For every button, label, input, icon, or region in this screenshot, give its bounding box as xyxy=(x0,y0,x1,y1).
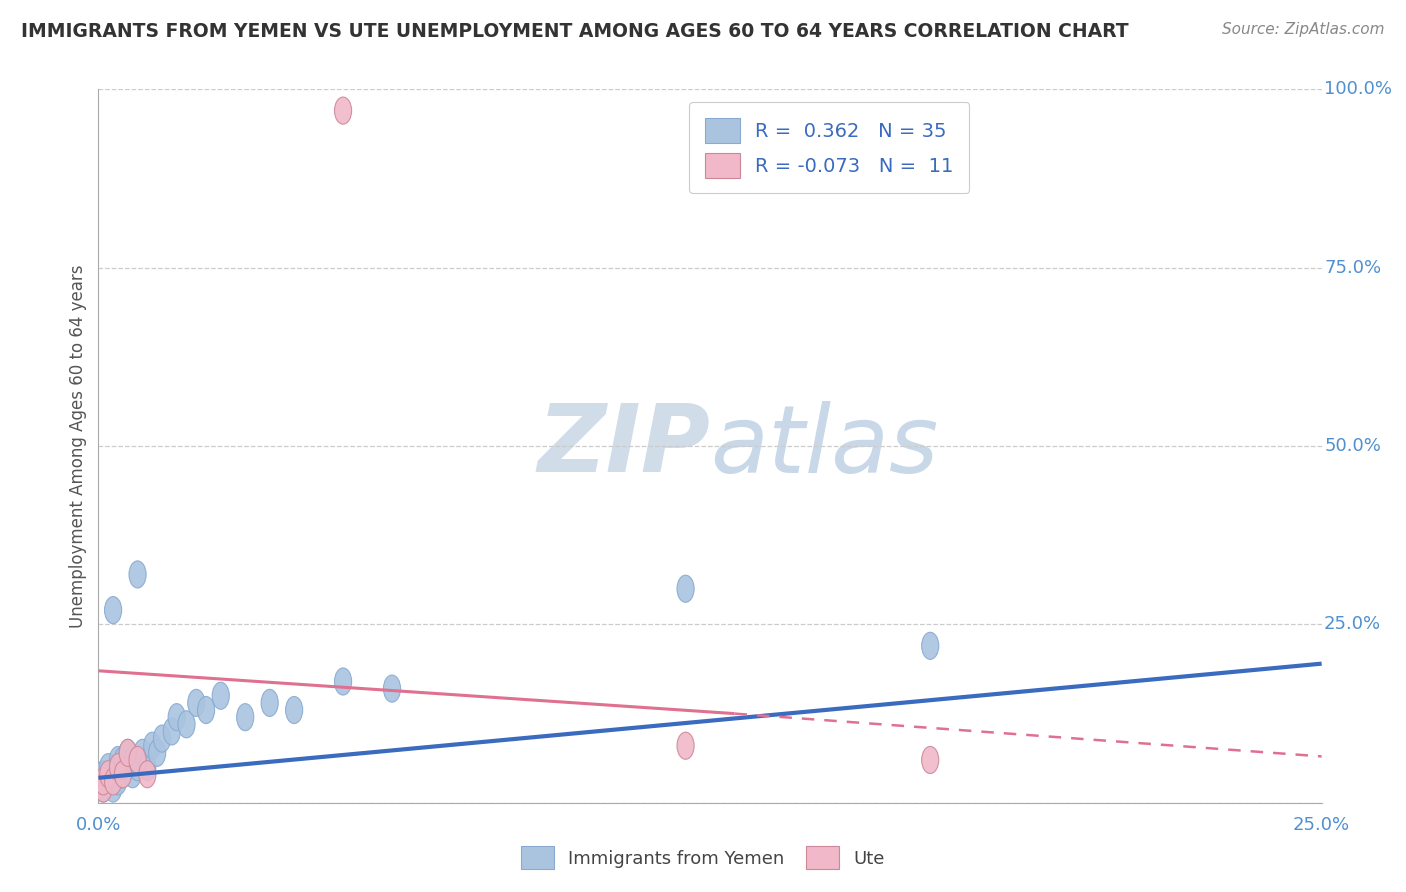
Ellipse shape xyxy=(124,747,141,773)
Legend: Immigrants from Yemen, Ute: Immigrants from Yemen, Ute xyxy=(512,838,894,879)
Ellipse shape xyxy=(139,761,156,788)
Ellipse shape xyxy=(262,690,278,716)
Ellipse shape xyxy=(114,747,131,773)
Text: 25.0%: 25.0% xyxy=(1324,615,1381,633)
Ellipse shape xyxy=(212,682,229,709)
Ellipse shape xyxy=(335,97,352,124)
Ellipse shape xyxy=(134,739,150,766)
Ellipse shape xyxy=(678,575,695,602)
Ellipse shape xyxy=(100,754,117,780)
Ellipse shape xyxy=(163,718,180,745)
Ellipse shape xyxy=(104,597,122,624)
Ellipse shape xyxy=(922,632,939,659)
Ellipse shape xyxy=(153,725,170,752)
Ellipse shape xyxy=(110,768,127,795)
Ellipse shape xyxy=(104,768,122,795)
Ellipse shape xyxy=(114,761,131,788)
Ellipse shape xyxy=(104,761,122,788)
Ellipse shape xyxy=(94,775,112,802)
Ellipse shape xyxy=(94,775,112,802)
Y-axis label: Unemployment Among Ages 60 to 64 years: Unemployment Among Ages 60 to 64 years xyxy=(69,264,87,628)
Ellipse shape xyxy=(384,675,401,702)
Text: 75.0%: 75.0% xyxy=(1324,259,1381,277)
Ellipse shape xyxy=(678,732,695,759)
Ellipse shape xyxy=(120,739,136,766)
Ellipse shape xyxy=(104,775,122,802)
Text: Source: ZipAtlas.com: Source: ZipAtlas.com xyxy=(1222,22,1385,37)
Text: ZIP: ZIP xyxy=(537,400,710,492)
Ellipse shape xyxy=(120,754,136,780)
Ellipse shape xyxy=(110,747,127,773)
Text: 100.0%: 100.0% xyxy=(1324,80,1392,98)
Ellipse shape xyxy=(169,704,186,731)
Legend: R =  0.362   N = 35, R = -0.073   N =  11: R = 0.362 N = 35, R = -0.073 N = 11 xyxy=(689,103,969,194)
Ellipse shape xyxy=(129,747,146,773)
Ellipse shape xyxy=(188,690,205,716)
Ellipse shape xyxy=(922,747,939,773)
Ellipse shape xyxy=(179,711,195,738)
Ellipse shape xyxy=(94,761,112,788)
Ellipse shape xyxy=(236,704,253,731)
Ellipse shape xyxy=(197,697,215,723)
Ellipse shape xyxy=(129,561,146,588)
Ellipse shape xyxy=(143,732,160,759)
Text: 50.0%: 50.0% xyxy=(1324,437,1381,455)
Ellipse shape xyxy=(100,768,117,795)
Ellipse shape xyxy=(285,697,302,723)
Ellipse shape xyxy=(110,754,127,780)
Ellipse shape xyxy=(100,761,117,788)
Ellipse shape xyxy=(124,761,141,788)
Text: IMMIGRANTS FROM YEMEN VS UTE UNEMPLOYMENT AMONG AGES 60 TO 64 YEARS CORRELATION : IMMIGRANTS FROM YEMEN VS UTE UNEMPLOYMEN… xyxy=(21,22,1129,41)
Text: atlas: atlas xyxy=(710,401,938,491)
Ellipse shape xyxy=(149,739,166,766)
Ellipse shape xyxy=(129,754,146,780)
Ellipse shape xyxy=(94,768,112,795)
Ellipse shape xyxy=(114,761,131,788)
Ellipse shape xyxy=(335,668,352,695)
Ellipse shape xyxy=(120,739,136,766)
Ellipse shape xyxy=(139,754,156,780)
